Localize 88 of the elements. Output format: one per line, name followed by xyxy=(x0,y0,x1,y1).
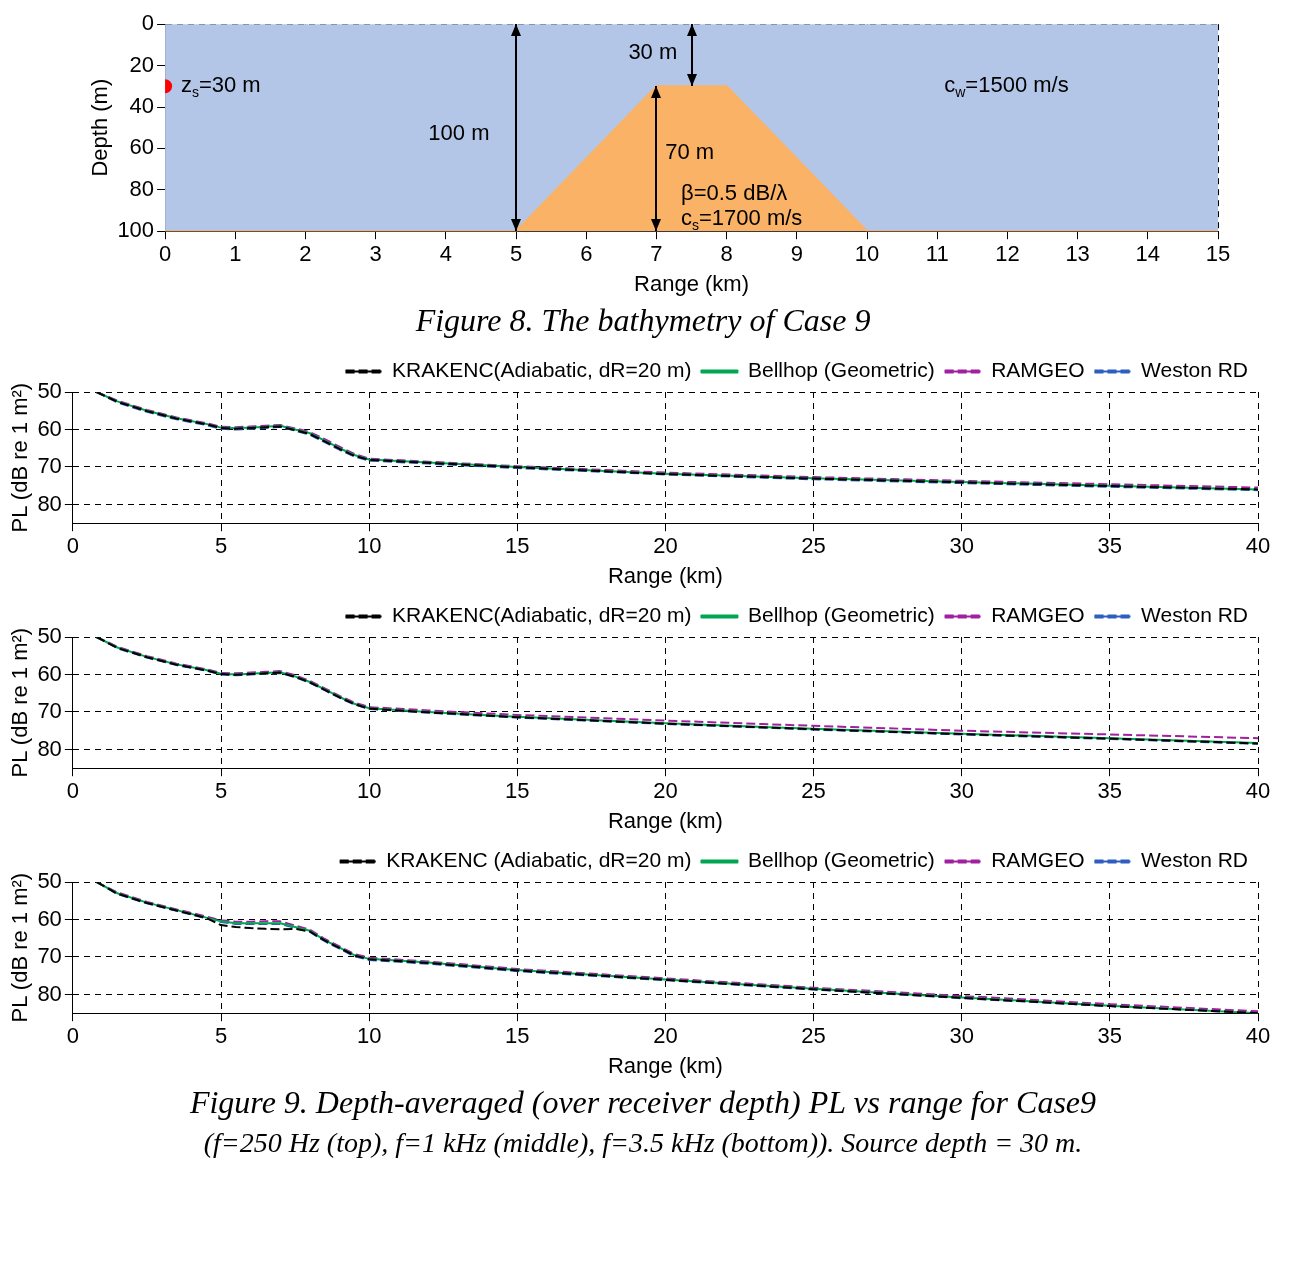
x-tick-label: 7 xyxy=(650,241,663,267)
x-tick-label: 6 xyxy=(580,241,593,267)
y-tick-label: 60 xyxy=(37,905,62,931)
y-tick-label: 100 xyxy=(117,217,155,243)
caption: Figure 8. The bathymetry of Case 9 xyxy=(414,302,872,339)
y-tick-label: 80 xyxy=(37,735,62,761)
x-tick-label: 0 xyxy=(158,241,172,267)
x-tick-label: 9 xyxy=(790,241,803,267)
y-tick-label: 70 xyxy=(37,453,62,479)
legend-label: KRAKENC(Adiabatic, dR=20 m) xyxy=(392,603,692,627)
x-tick-label: 11 xyxy=(925,241,949,267)
legend-label: KRAKENC (Adiabatic, dR=20 m) xyxy=(386,848,692,872)
y-tick-label: 60 xyxy=(37,415,62,441)
x-tick-label: 1 xyxy=(229,241,242,267)
text: (f=250 Hz (top), f=1 kHz (middle), f=3.5 kHz (bottom)). Source depth = 30 m. xyxy=(202,1127,1084,1159)
x-tick-label: 10 xyxy=(356,778,382,804)
y-axis-title: Depth (m) xyxy=(87,78,113,177)
x-tick-label: 5 xyxy=(214,533,228,559)
annotation: 30 m xyxy=(628,39,678,65)
y-tick-label: 50 xyxy=(37,378,62,404)
x-tick-label: 3 xyxy=(369,241,382,267)
x-tick-label: 20 xyxy=(653,778,678,804)
y-tick-label: 50 xyxy=(37,868,62,894)
legend-label: Weston RD xyxy=(1141,358,1249,382)
legend-label: Weston RD xyxy=(1141,848,1249,872)
x-axis-title: Range (km) xyxy=(607,807,723,833)
x-tick-label: 5 xyxy=(214,1023,228,1049)
y-axis-title: PL (dB re 1 m²) xyxy=(7,627,33,778)
y-tick-label: 0 xyxy=(141,10,155,36)
legend-label: RAMGEO xyxy=(991,358,1085,382)
x-tick-label: 40 xyxy=(1245,1023,1271,1049)
caption: Figure 9. Depth-averaged (over receiver depth) PL vs range for Case9 xyxy=(188,1084,1098,1121)
x-axis-title: Range (km) xyxy=(607,1052,723,1078)
x-tick-label: 2 xyxy=(299,241,312,267)
x-tick-label: 20 xyxy=(653,1023,678,1049)
y-tick-label: 80 xyxy=(37,980,62,1006)
x-axis-title: Range (km) xyxy=(634,270,750,296)
x-tick-label: 0 xyxy=(66,778,79,804)
legend-label: RAMGEO xyxy=(991,848,1085,872)
y-tick-label: 50 xyxy=(37,623,62,649)
x-tick-label: 14 xyxy=(1135,241,1161,267)
x-tick-label: 40 xyxy=(1245,778,1271,804)
x-tick-label: 35 xyxy=(1097,533,1123,559)
x-tick-label: 13 xyxy=(1065,241,1090,267)
legend-label: KRAKENC(Adiabatic, dR=20 m) xyxy=(392,358,692,382)
annotation: 70 m xyxy=(665,138,715,164)
annotation: 100 m xyxy=(428,119,490,145)
x-tick-label: 20 xyxy=(653,533,678,559)
x-tick-label: 10 xyxy=(356,533,382,559)
x-tick-label: 30 xyxy=(949,533,974,559)
x-tick-label: 5 xyxy=(509,241,523,267)
x-tick-label: 10 xyxy=(854,241,880,267)
x-tick-label: 30 xyxy=(949,778,974,804)
x-axis-title: Range (km) xyxy=(607,562,723,588)
x-tick-label: 40 xyxy=(1245,533,1271,559)
y-tick-label: 20 xyxy=(129,51,155,77)
x-tick-label: 0 xyxy=(66,1023,79,1049)
x-tick-label: 15 xyxy=(505,778,530,804)
y-axis-title: PL (dB re 1 m²) xyxy=(7,382,33,533)
legend-label: Bellhop (Geometric) xyxy=(747,358,935,382)
legend-label: Bellhop (Geometric) xyxy=(747,848,935,872)
x-tick-label: 4 xyxy=(439,241,452,267)
x-tick-label: 0 xyxy=(66,533,79,559)
y-axis-title: PL (dB re 1 m²) xyxy=(7,872,33,1023)
x-tick-label: 25 xyxy=(801,533,826,559)
legend-label: Bellhop (Geometric) xyxy=(747,603,935,627)
y-tick-label: 80 xyxy=(37,490,62,516)
x-tick-label: 10 xyxy=(356,1023,382,1049)
annotation: β=0.5 dB/λ xyxy=(681,180,788,205)
x-tick-label: 12 xyxy=(995,241,1020,267)
x-tick-label: 25 xyxy=(801,778,826,804)
y-tick-label: 70 xyxy=(37,943,62,969)
x-tick-label: 35 xyxy=(1097,1023,1123,1049)
x-tick-label: 30 xyxy=(949,1023,974,1049)
x-tick-label: 15 xyxy=(1205,241,1231,267)
x-tick-label: 15 xyxy=(505,533,530,559)
x-tick-label: 15 xyxy=(505,1023,530,1049)
legend-label: Weston RD xyxy=(1141,603,1249,627)
y-tick-label: 40 xyxy=(129,93,155,119)
y-tick-label: 70 xyxy=(37,698,62,724)
x-tick-label: 5 xyxy=(214,778,228,804)
y-tick-label: 60 xyxy=(37,660,62,686)
y-tick-label: 80 xyxy=(129,175,155,201)
legend-label: RAMGEO xyxy=(991,603,1085,627)
x-tick-label: 8 xyxy=(720,241,733,267)
y-tick-label: 60 xyxy=(129,134,155,160)
x-tick-label: 25 xyxy=(801,1023,826,1049)
x-tick-label: 35 xyxy=(1097,778,1123,804)
